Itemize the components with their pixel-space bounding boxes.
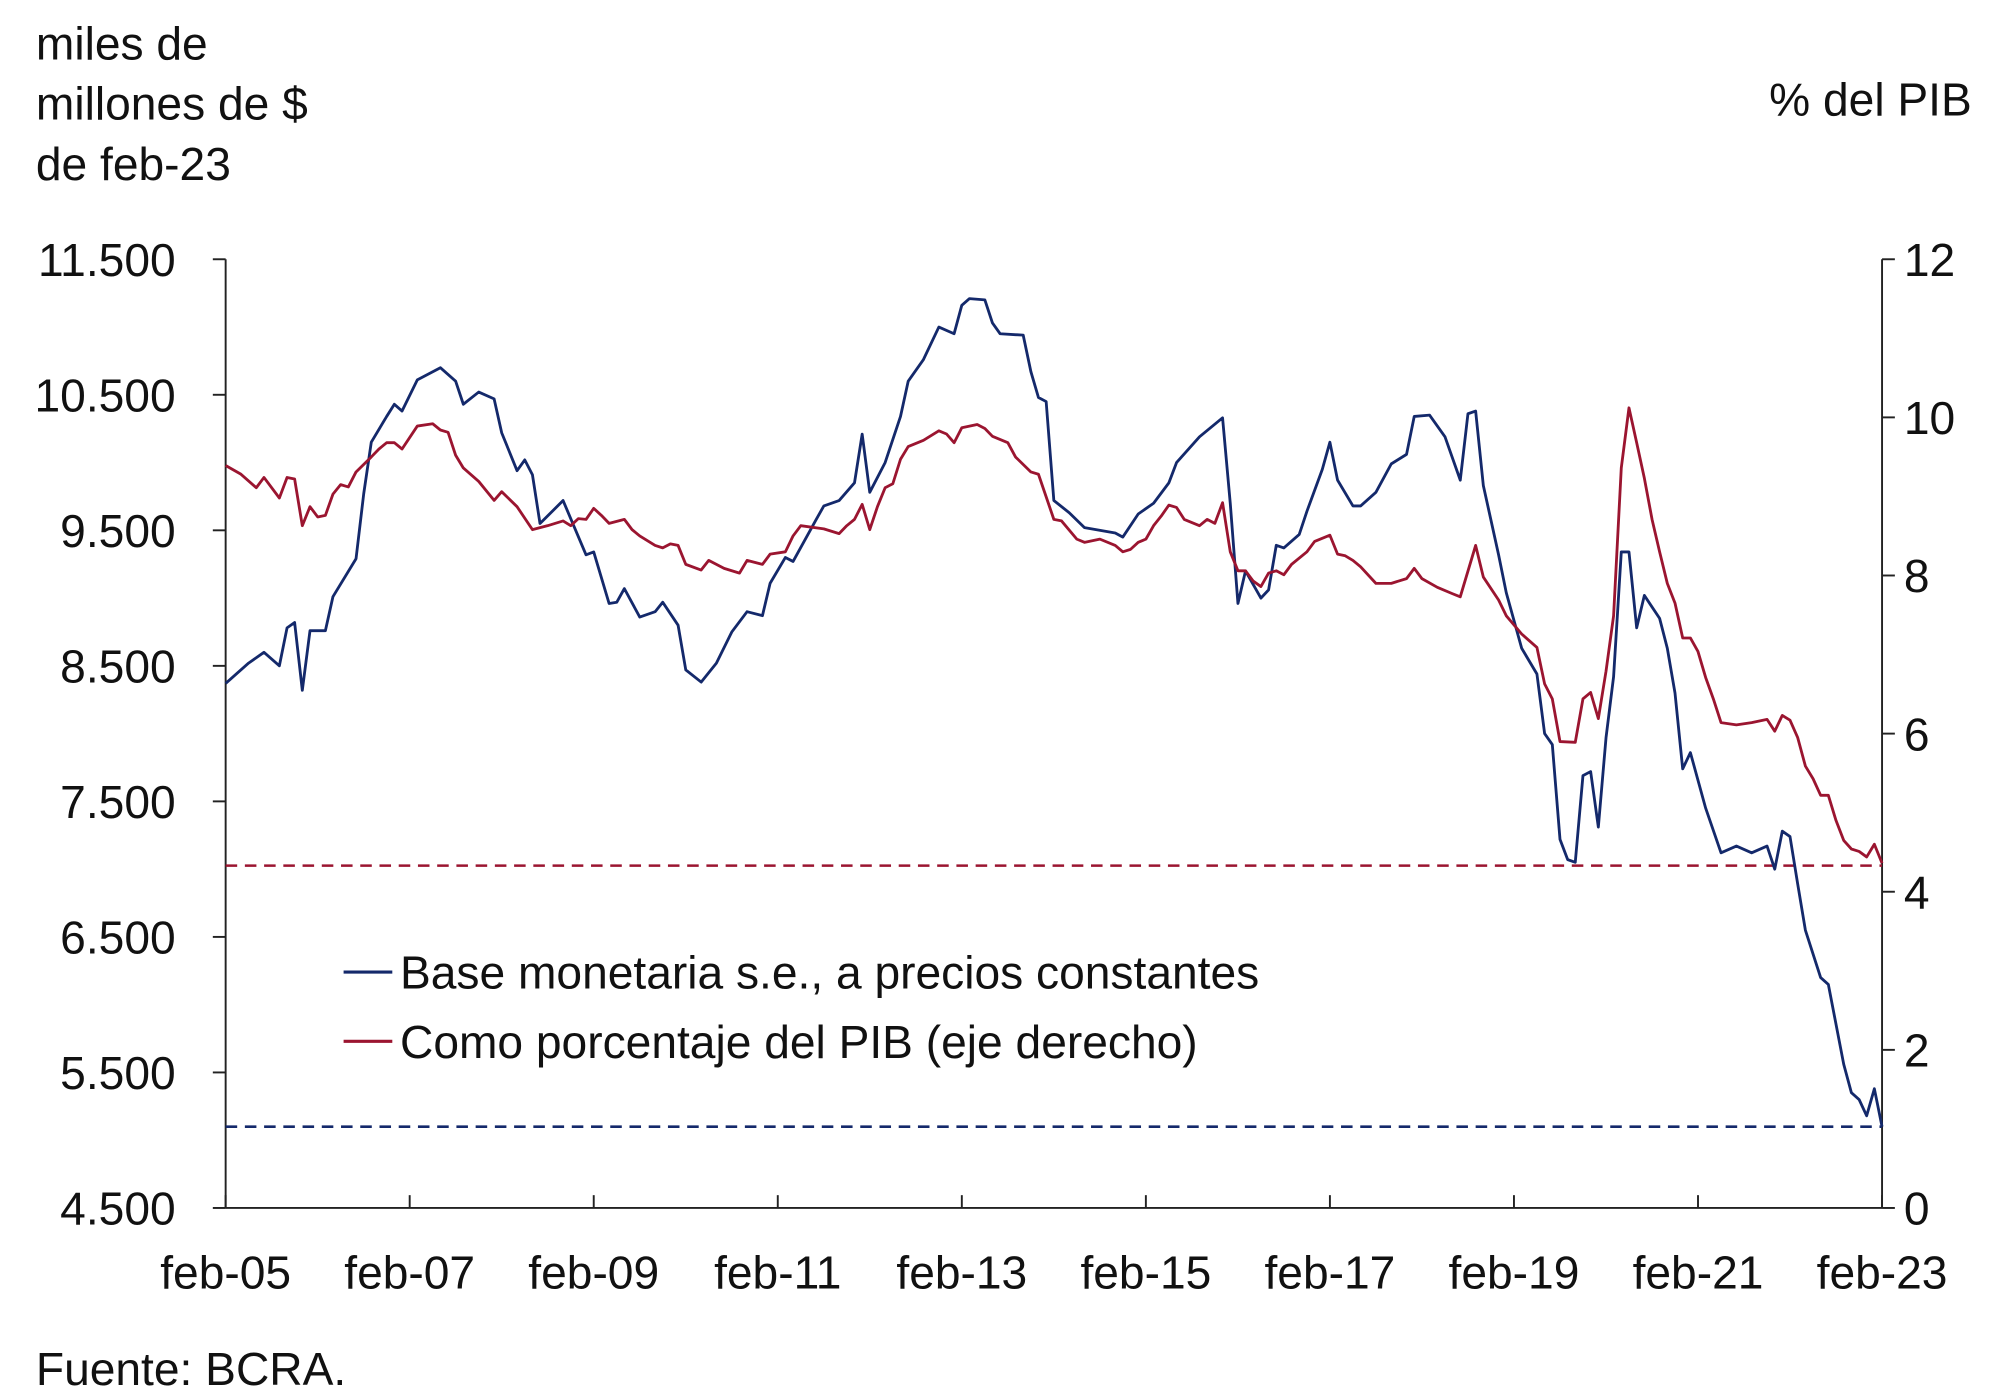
x-tick-label: feb-05 [160, 1247, 291, 1299]
reference-lines [225, 864, 1883, 1128]
right-tick-label: 2 [1904, 1025, 1930, 1077]
right-tick-label: 0 [1904, 1183, 1930, 1235]
x-tick-label: feb-17 [1264, 1247, 1395, 1299]
left-tick-label: 5.500 [60, 1047, 175, 1099]
right-tick-label: 10 [1904, 392, 1955, 444]
tick-labels: 11.500 10.500 9.500 8.500 7.500 6.500 5.500 4.5… [35, 234, 1956, 1299]
right-tick-label: 4 [1904, 866, 1930, 918]
series-line-base-monetaria [224, 297, 1884, 1127]
right-tick-label: 6 [1904, 708, 1930, 760]
legend-label-porcentaje-pib: Como porcentaje del PIB (eje derecho) [400, 1016, 1198, 1068]
left-axis-title-line: millones de $ [36, 78, 308, 130]
right-axis-title: % del PIB [1769, 74, 1972, 126]
x-tick-label: feb-23 [1817, 1247, 1948, 1299]
left-axis-title-line: miles de [36, 17, 208, 69]
series-lines [224, 297, 1884, 1127]
axes [212, 258, 1895, 1209]
x-tick-label: feb-13 [896, 1247, 1027, 1299]
right-tick-label: 12 [1904, 234, 1955, 286]
x-tick-label: feb-19 [1449, 1247, 1580, 1299]
left-tick-label: 4.500 [60, 1183, 175, 1235]
x-tick-label: feb-11 [714, 1247, 841, 1299]
left-tick-label: 10.500 [35, 369, 176, 421]
legend-label-base-monetaria: Base monetaria s.e., a precios constante… [400, 947, 1259, 999]
series-line-porcentaje-pib [224, 406, 1884, 864]
left-axis-title-line: de feb-23 [36, 138, 231, 190]
x-tick-label: feb-09 [528, 1247, 659, 1299]
left-tick-label: 7.500 [60, 776, 175, 828]
left-tick-label: 6.500 [60, 912, 175, 964]
x-tick-label: feb-15 [1080, 1247, 1211, 1299]
source-note: Fuente: BCRA. [36, 1343, 346, 1395]
left-tick-label: 8.500 [60, 641, 175, 693]
left-tick-label: 9.500 [60, 505, 175, 557]
x-tick-label: feb-07 [344, 1247, 475, 1299]
left-axis-title: miles de millones de $ de feb-23 [36, 17, 308, 190]
legend: Base monetaria s.e., a precios constante… [343, 947, 1259, 1068]
x-tick-label: feb-21 [1633, 1247, 1764, 1299]
right-tick-label: 8 [1904, 550, 1930, 602]
left-tick-label: 11.500 [38, 234, 176, 286]
